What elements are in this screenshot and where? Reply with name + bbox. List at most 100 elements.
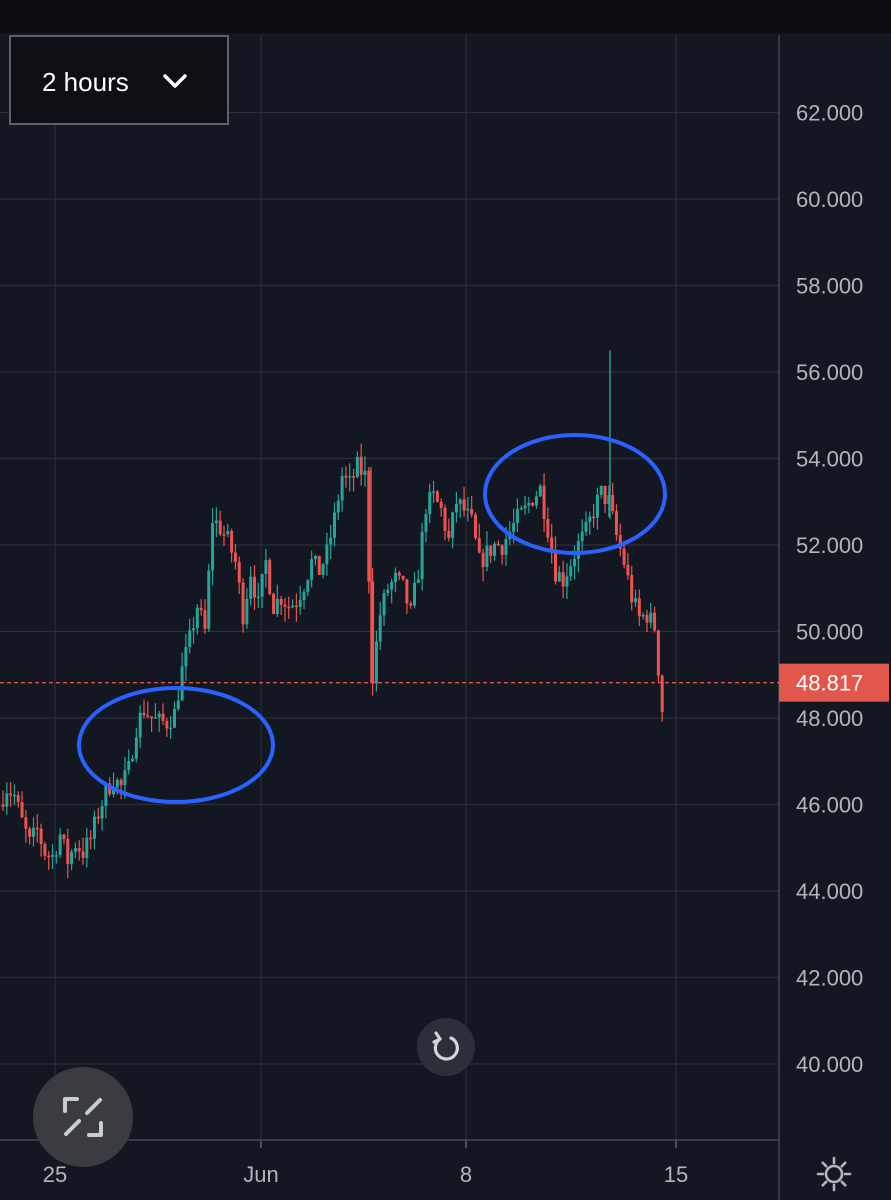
candle-body	[451, 512, 455, 538]
candle	[226, 523, 230, 538]
candle-body	[489, 545, 493, 556]
candle-body	[599, 485, 603, 495]
candle	[367, 467, 371, 594]
candle-body	[176, 700, 180, 710]
gear-icon	[816, 1156, 852, 1192]
candle	[401, 575, 405, 582]
candle-body	[313, 555, 317, 560]
candle-body	[477, 538, 481, 553]
candle-body	[310, 559, 314, 581]
candle	[325, 532, 329, 576]
candle	[359, 443, 363, 486]
candle	[439, 498, 443, 517]
candle	[409, 600, 413, 609]
candle-body	[660, 675, 664, 713]
candle	[192, 617, 196, 644]
candle	[557, 565, 561, 583]
candle	[534, 491, 538, 509]
chart-settings-button[interactable]	[815, 1155, 853, 1193]
candle-body	[592, 516, 596, 519]
candle	[573, 545, 577, 580]
candle-body	[302, 592, 306, 601]
candle-body	[390, 581, 394, 590]
candle	[24, 810, 28, 843]
candle	[420, 522, 424, 591]
candle-body	[203, 610, 207, 629]
candle	[363, 456, 367, 487]
candle-body	[146, 715, 150, 717]
candle	[184, 633, 188, 682]
y-tick-label: 48.000	[796, 706, 863, 731]
candle	[592, 503, 596, 528]
candle-body	[576, 541, 580, 559]
candle	[283, 597, 287, 622]
reset-chart-button[interactable]	[417, 1018, 475, 1076]
candle-body	[595, 494, 599, 518]
candle-body	[473, 514, 477, 539]
candle-body	[386, 589, 390, 594]
candle-body	[207, 570, 211, 629]
candle	[607, 485, 611, 517]
candle-body	[397, 572, 401, 576]
candle	[595, 487, 599, 530]
candle	[237, 556, 241, 595]
candle-body	[16, 794, 20, 802]
candle	[656, 629, 660, 683]
candle-body	[172, 709, 176, 728]
candle-body	[561, 572, 565, 587]
candle-body	[165, 720, 169, 729]
candle-body	[538, 485, 542, 497]
candle-body	[272, 593, 276, 615]
y-tick-label: 44.000	[796, 879, 863, 904]
candle	[599, 485, 603, 499]
candle-body	[256, 596, 260, 599]
candle-body	[416, 579, 420, 583]
candle	[660, 674, 664, 722]
candle-body	[180, 666, 184, 701]
candle-body	[462, 499, 466, 511]
fullscreen-button[interactable]	[33, 1067, 133, 1167]
candle-body	[321, 564, 325, 575]
candle-body	[569, 566, 573, 577]
candle-body	[409, 603, 413, 606]
candle-body	[218, 520, 222, 535]
candle	[58, 828, 62, 859]
candle	[386, 583, 390, 596]
interval-dropdown-button[interactable]: 2 hours	[9, 35, 229, 125]
candle-body	[527, 502, 531, 506]
candle-body	[260, 574, 264, 597]
candle	[294, 593, 298, 622]
candle-body	[515, 509, 519, 524]
candle-body	[374, 641, 378, 684]
candle-body	[325, 544, 329, 565]
candle	[157, 710, 161, 732]
candle-body	[127, 761, 131, 771]
candle-body	[512, 523, 516, 532]
candle	[653, 606, 657, 633]
candle	[256, 582, 260, 608]
candle	[176, 686, 180, 712]
candle	[489, 545, 493, 563]
candle-body	[534, 496, 538, 506]
candle	[496, 540, 500, 547]
candle	[519, 505, 523, 511]
candle	[382, 589, 386, 626]
candle-body	[230, 531, 234, 553]
candle	[378, 602, 382, 651]
candle	[222, 525, 226, 546]
candle-body	[66, 838, 70, 865]
candle	[169, 716, 173, 739]
candle	[611, 482, 615, 515]
candle	[371, 567, 375, 696]
candle	[546, 507, 550, 543]
candle	[603, 485, 607, 513]
candle	[142, 699, 146, 719]
candle	[39, 823, 43, 857]
candle-body	[245, 599, 249, 625]
candle	[264, 549, 268, 588]
candle	[538, 483, 542, 498]
candle	[279, 595, 283, 616]
candle-body	[614, 511, 618, 535]
candle-body	[96, 816, 100, 819]
